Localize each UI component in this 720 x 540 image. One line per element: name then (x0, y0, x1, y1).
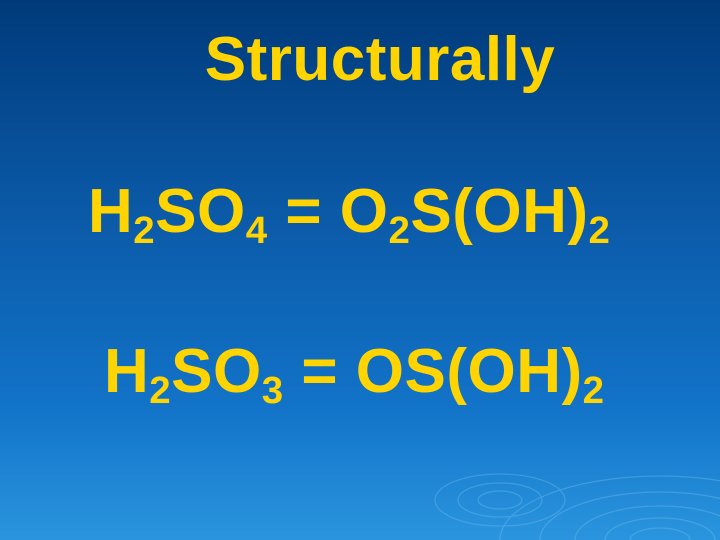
slide: Structurally H2SO4 = O2S(OH)2 H2SO3 = OS… (0, 0, 720, 540)
formula-h2so3: H2SO3 = OS(OH)2 (104, 336, 605, 407)
formula-h2so4: H2SO4 = O2S(OH)2 (88, 176, 610, 247)
slide-title: Structurally (40, 24, 720, 95)
